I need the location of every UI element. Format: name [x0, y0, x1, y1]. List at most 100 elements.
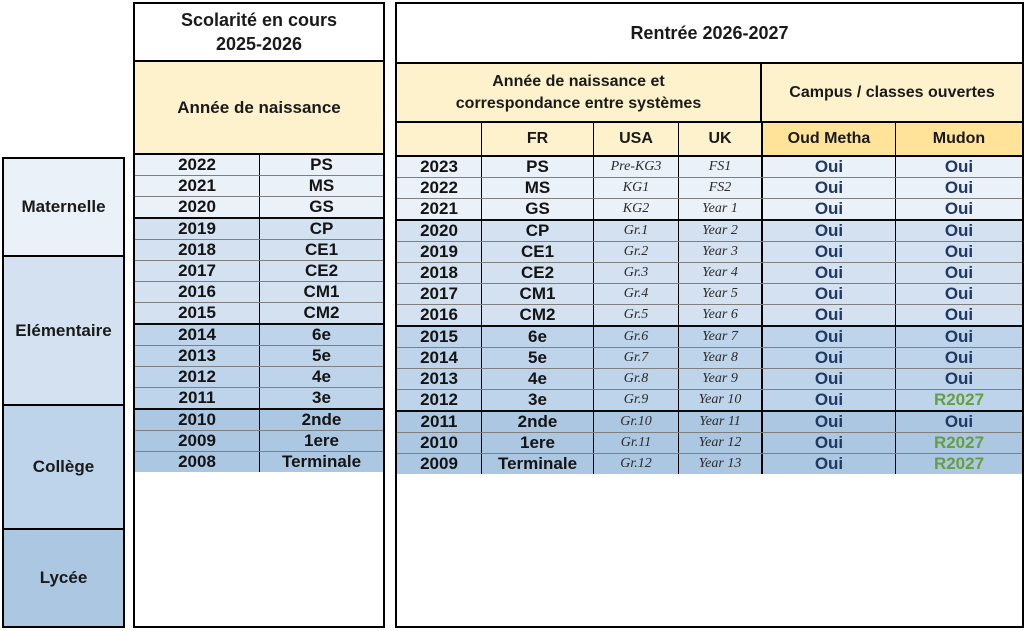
fr-level: Terminale: [482, 454, 594, 474]
fr-level: 2nde: [482, 412, 594, 432]
table-row: 2015 CM2: [135, 302, 383, 323]
empty-corner-cell: [397, 123, 482, 155]
uk-level: Year 2: [679, 221, 763, 241]
campus-status: Oui: [944, 412, 974, 431]
fr-level: 4e: [482, 369, 594, 389]
birth-year: 2013: [135, 346, 260, 366]
fr-level: Terminale: [281, 452, 362, 471]
birth-year: 2009: [135, 431, 260, 451]
birth-year: 2016: [135, 282, 260, 302]
fr-level: MS: [308, 176, 335, 195]
birth-year: 2010: [397, 433, 482, 453]
uk-level: FS1: [679, 157, 763, 177]
table-row: 2011 2nde Gr.10 Year 11 Oui Oui: [397, 412, 1022, 432]
section-maternelle: 2023 PS Pre-KG3 FS1 Oui Oui 2022 MS KG1 FS2 Oui Ou…: [397, 157, 1022, 219]
fr-level: CM2: [482, 305, 594, 325]
usa-level: Gr.1: [594, 221, 679, 241]
current-table-title: Scolarité en cours 2025-2026: [135, 4, 383, 62]
birth-year: 2009: [397, 454, 482, 474]
uk-level: Year 4: [679, 263, 763, 283]
birth-year: 2018: [135, 240, 260, 260]
cycle-lycee: Lycée: [2, 527, 125, 628]
usa-level: Gr.11: [594, 433, 679, 453]
fr-level: CE2: [304, 261, 339, 280]
campus-status: R2027: [933, 433, 985, 452]
usa-level: Gr.2: [594, 242, 679, 262]
current-table-title-line2: 2025-2026: [215, 34, 303, 54]
fr-level: 1ere: [482, 433, 594, 453]
birth-year: 2010: [135, 410, 260, 430]
birth-year: 2016: [397, 305, 482, 325]
usa-level: Gr.7: [594, 348, 679, 368]
birth-year: 2021: [397, 199, 482, 219]
birth-year: 2019: [135, 219, 260, 239]
birth-year: 2017: [397, 284, 482, 304]
birth-year: 2021: [135, 176, 260, 196]
table-row: 2010 2nde: [135, 410, 383, 430]
uk-level: Year 9: [679, 369, 763, 389]
fr-level: 5e: [482, 348, 594, 368]
table-row: 2012 3e Gr.9 Year 10 Oui R2027: [397, 389, 1022, 410]
table-row: 2014 6e: [135, 325, 383, 345]
birth-year: 2022: [135, 155, 260, 175]
fr-level: GS: [309, 197, 334, 216]
birth-year: 2011: [397, 412, 482, 432]
campus-status: Oui: [763, 412, 896, 432]
table-row: 2012 4e: [135, 366, 383, 387]
table-row: 2009 1ere: [135, 430, 383, 451]
usa-level: Pre-KG3: [594, 157, 679, 177]
cycle-label: Lycée: [39, 567, 88, 587]
birth-year-header: Année de naissance: [135, 62, 383, 155]
section-elementaire: 2019 CP 2018 CE1 2017 CE2 2016 CM1 2015 CM2: [135, 217, 383, 323]
cycle-label: Maternelle: [21, 197, 106, 217]
cycle-college: Collège: [2, 404, 125, 530]
fr-level: 6e: [312, 325, 331, 344]
current-table-body: 2022 PS 2021 MS 2020 GS 2019 CP 2018 CE1 2017…: [135, 155, 383, 626]
campus-status: Oui: [944, 221, 974, 240]
campus-status: Oui: [763, 178, 896, 198]
birth-year: 2019: [397, 242, 482, 262]
fr-level: CM1: [482, 284, 594, 304]
birth-year: 2018: [397, 263, 482, 283]
usa-level: Gr.3: [594, 263, 679, 283]
uk-level: Year 12: [679, 433, 763, 453]
column-header-row: FR USA UK Oud Metha Mudon: [397, 123, 1022, 157]
birth-year: 2014: [397, 348, 482, 368]
campus-status: Oui: [763, 263, 896, 283]
birth-year: 2013: [397, 369, 482, 389]
table-row: 2021 GS KG2 Year 1 Oui Oui: [397, 198, 1022, 219]
fr-level: CE2: [482, 263, 594, 283]
uk-level: Year 7: [679, 327, 763, 347]
campus-status: Oui: [944, 157, 974, 176]
fr-level: 3e: [312, 388, 331, 407]
campus-status: Oui: [944, 284, 974, 303]
campus-status: Oui: [763, 327, 896, 347]
fr-level: CE1: [304, 240, 339, 259]
fr-level: GS: [482, 199, 594, 219]
campus-status: Oui: [763, 157, 896, 177]
campus-status: Oui: [944, 199, 974, 218]
next-table-title-text: Rentrée 2026-2027: [630, 22, 789, 43]
col-header-fr: FR: [482, 123, 594, 155]
campus-status: Oui: [944, 305, 974, 324]
current-table-title-line1: Scolarité en cours: [180, 9, 338, 30]
birth-year: 2011: [135, 388, 260, 408]
table-row: 2008 Terminale: [135, 451, 383, 472]
table-row: 2017 CM1 Gr.4 Year 5 Oui Oui: [397, 283, 1022, 304]
campus-status: Oui: [763, 199, 896, 219]
fr-level: CP: [309, 219, 334, 238]
fr-level: CE1: [482, 242, 594, 262]
next-table-body: 2023 PS Pre-KG3 FS1 Oui Oui 2022 MS KG1 FS2 Oui Ou…: [397, 157, 1022, 626]
cycle-maternelle: Maternelle: [2, 157, 125, 258]
uk-level: Year 5: [679, 284, 763, 304]
table-row: 2016 CM1: [135, 281, 383, 302]
campus-status: Oui: [763, 348, 896, 368]
table-row: 2022 PS: [135, 155, 383, 175]
usa-level: Gr.5: [594, 305, 679, 325]
table-row: 2013 5e: [135, 345, 383, 366]
usa-level: KG2: [594, 199, 679, 219]
correspondence-header-line1: Année de naissance et: [492, 72, 665, 90]
campus-header-text: Campus / classes ouvertes: [789, 83, 995, 101]
campus-status: Oui: [763, 284, 896, 304]
